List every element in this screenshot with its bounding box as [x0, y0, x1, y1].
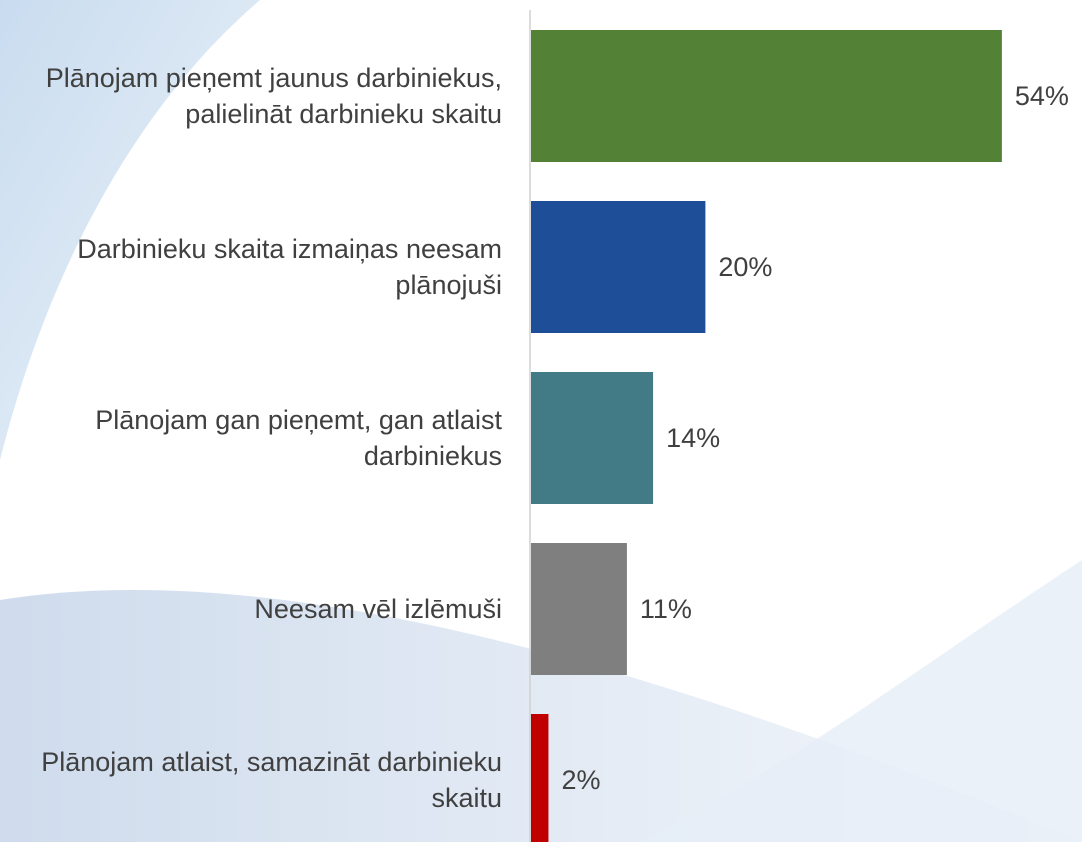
bar — [531, 201, 706, 333]
category-text: Plānojam atlaist, samazināt darbinieku s… — [41, 747, 502, 813]
category-text: Plānojam pieņemt jaunus darbiniekus, pal… — [45, 63, 502, 129]
value-label: 11% — [640, 594, 692, 624]
category-label: Darbinieku skaita izmaiņas neesam plānoj… — [0, 201, 502, 333]
category-label: Plānojam gan pieņemt, gan atlaist darbin… — [0, 372, 502, 504]
value-label: 20% — [718, 252, 772, 282]
category-label: Plānojam pieņemt jaunus darbiniekus, pal… — [0, 30, 502, 162]
bar — [531, 30, 1002, 162]
bar — [531, 714, 549, 842]
category-text: Darbinieku skaita izmaiņas neesam plānoj… — [77, 234, 502, 300]
category-label: Plānojam atlaist, samazināt darbinieku s… — [0, 714, 502, 846]
background-swoosh — [0, 0, 260, 460]
value-label: 54% — [1015, 81, 1069, 111]
category-text: Neesam vēl izlēmuši — [254, 594, 502, 624]
category-text: Plānojam gan pieņemt, gan atlaist darbin… — [95, 405, 502, 471]
value-label: 14% — [666, 423, 720, 453]
bar — [531, 372, 654, 504]
category-label: Neesam vēl izlēmuši — [0, 543, 502, 675]
background-swoosh — [640, 560, 1082, 842]
bar — [531, 543, 627, 675]
value-label: 2% — [561, 765, 600, 795]
